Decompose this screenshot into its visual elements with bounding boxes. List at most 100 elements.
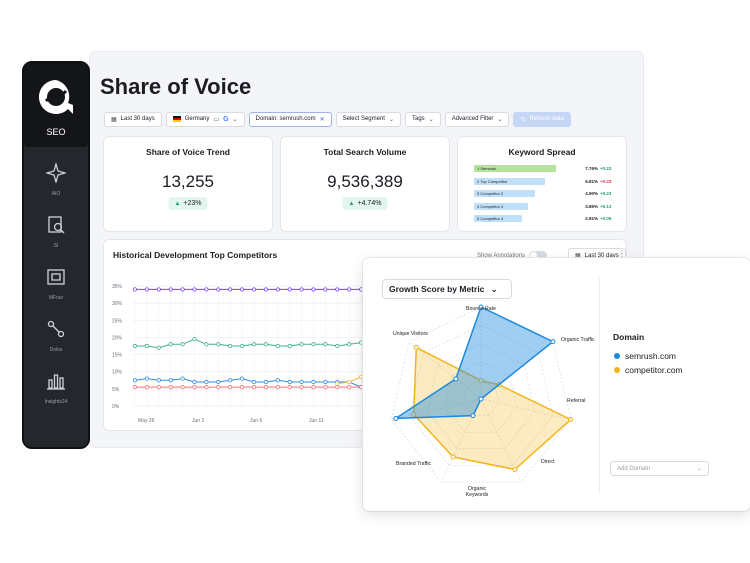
trend-up-icon: ▲ — [348, 200, 355, 207]
sov-card-title: Share of Voice Trend — [146, 147, 230, 157]
data-point — [299, 342, 304, 347]
refresh-icon: ↻ — [520, 116, 526, 123]
data-point — [251, 342, 257, 347]
add-domain-select[interactable]: Add Domain ⌄ — [610, 461, 709, 476]
data-point — [275, 378, 280, 383]
radar-point — [413, 344, 419, 350]
page-title: Share of Voice — [100, 74, 252, 99]
data-point — [228, 378, 233, 383]
y-tick-label: 25% — [112, 318, 123, 324]
country-select[interactable]: Germany ▭ G ⌄ — [165, 111, 245, 127]
refresh-button[interactable]: ↻ Refresh data — [513, 111, 571, 127]
segment-select[interactable]: Select Segment ⌄ — [335, 111, 401, 127]
x-tick-label: Jun 11 — [309, 418, 324, 424]
legend-title: Domain — [613, 332, 645, 342]
radar-point — [411, 411, 417, 417]
spread-bar: 1 Semrush — [474, 165, 556, 172]
data-point — [335, 287, 340, 292]
segment-label: Select Segment — [342, 116, 385, 122]
data-point — [168, 378, 173, 383]
y-tick-label: 20% — [112, 335, 123, 341]
radar-point — [393, 415, 399, 421]
y-tick-label: 0% — [112, 404, 120, 410]
date-range-label: Last 30 days — [120, 116, 155, 122]
radar-grid-ring — [462, 380, 500, 416]
volume-delta-badge: ▲ +4.74% — [342, 197, 388, 210]
data-point — [216, 287, 221, 292]
panel-divider — [599, 278, 600, 493]
search-volume-card: Total Search Volume 9,536,389 ▲ +4.74% — [281, 137, 449, 231]
x-tick-label: May 26 — [138, 418, 155, 424]
data-point — [359, 385, 364, 390]
legend-dot — [614, 353, 620, 359]
data-point — [299, 287, 304, 292]
date-range-picker[interactable]: ▦ Last 30 days — [104, 111, 162, 127]
sidebar-item-aio[interactable]: AIO — [24, 161, 88, 197]
metric-select-label: Growth Score by Metric — [389, 284, 485, 294]
x-tick-label: Jun 2 — [192, 418, 204, 424]
tags-select[interactable]: Tags ⌄ — [405, 111, 441, 127]
data-point — [275, 385, 280, 390]
more-icon[interactable]: ⋮ — [618, 249, 626, 258]
data-point — [263, 379, 268, 385]
radar-point — [568, 416, 574, 422]
spread-delta: +0.05 — [600, 216, 612, 221]
data-point — [299, 379, 304, 385]
sidebar-item-insights24[interactable]: Insights24 — [24, 371, 88, 405]
radar-point — [478, 378, 484, 384]
sidebar-item-label: SI — [53, 243, 59, 249]
legend-item-competitor: competitor.com — [614, 365, 683, 375]
advanced-filter-select[interactable]: Advanced Filter ⌄ — [444, 111, 510, 127]
seo-logo-tile[interactable]: SEO — [24, 63, 88, 147]
data-point — [192, 379, 197, 385]
radar-axis-label: Bounce Rate — [466, 306, 496, 312]
metric-select[interactable]: Growth Score by Metric ⌄ — [382, 279, 512, 299]
radar-point — [478, 396, 484, 402]
google-icon: G — [223, 115, 229, 123]
data-point — [311, 342, 316, 347]
spread-percent: 2.91% — [585, 216, 598, 221]
data-point — [156, 345, 161, 350]
add-domain-label: Add Domain — [617, 465, 651, 472]
sidebar-item-label: MFour — [48, 295, 64, 301]
sidebar-item-mfour[interactable]: MFour — [24, 267, 88, 301]
legend-label: competitor.com — [625, 365, 683, 375]
data-point — [335, 381, 340, 386]
data-point — [323, 342, 328, 347]
radar-axis-line — [391, 398, 482, 420]
sparkle-icon — [44, 161, 68, 185]
data-point — [132, 378, 138, 383]
sidebar: SEO AIO SI MFour Dolos Insights24 — [22, 61, 90, 449]
calendar-icon: ▦ — [575, 253, 581, 259]
radar-series-area — [412, 346, 573, 471]
data-point — [144, 376, 150, 381]
calendar-icon: ▦ — [111, 116, 117, 123]
spread-bar: 3 Competitor 2 — [474, 190, 535, 197]
spread-delta: +0.23 — [600, 166, 612, 171]
annotations-toggle[interactable] — [529, 251, 548, 260]
sidebar-item-dolos[interactable]: Dolos — [24, 319, 88, 353]
radar-point — [512, 466, 518, 472]
growth-radar-chart — [390, 304, 574, 483]
data-point — [263, 342, 268, 347]
data-point — [251, 379, 257, 385]
data-point — [204, 342, 209, 347]
data-point — [180, 342, 185, 347]
filter-bar: ▦ Last 30 days Germany ▭ G ⌄ Domain: sem… — [104, 111, 571, 127]
sov-trend-card: Share of Voice Trend 13,255 ▲ +23% — [104, 137, 272, 231]
radar-grid-ring — [444, 361, 518, 433]
close-icon[interactable]: ✕ — [319, 116, 325, 123]
data-point — [144, 287, 150, 292]
data-point — [323, 287, 328, 292]
radar-axis-label: Direct — [541, 459, 555, 465]
sov-value: 13,255 — [162, 172, 214, 191]
radar-axis-line — [408, 341, 482, 400]
sidebar-item-si[interactable]: SI — [24, 215, 88, 249]
spread-percent: 4.90% — [585, 191, 598, 196]
spread-bar: 4 Competitor 3 — [474, 202, 529, 210]
q-logo-icon — [38, 79, 73, 114]
data-point — [287, 379, 292, 385]
spread-delta: +0.13 — [600, 203, 612, 209]
domain-filter[interactable]: Domain: semrush.com ✕ — [248, 111, 332, 127]
